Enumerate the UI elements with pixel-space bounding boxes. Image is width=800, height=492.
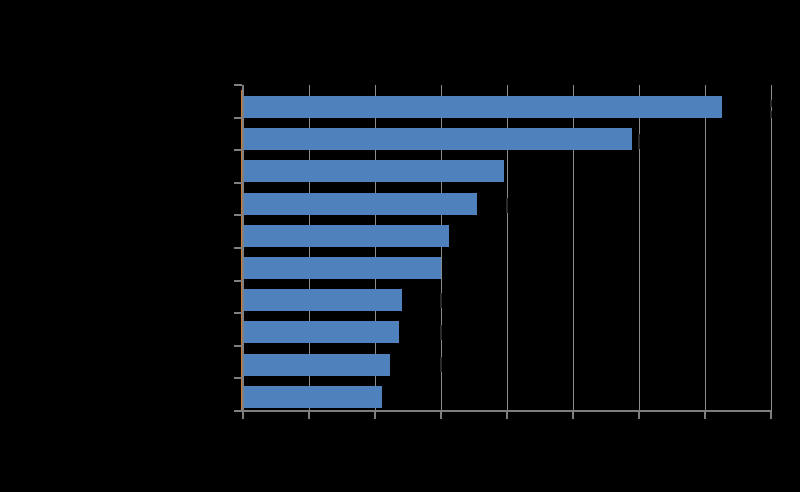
x-axis-tick (308, 411, 311, 419)
bar (243, 385, 382, 408)
y-axis-tick (233, 214, 242, 217)
x-axis-tick (572, 411, 575, 419)
x-axis-tick (704, 411, 707, 419)
bar (243, 257, 441, 279)
x-axis-tick (506, 411, 509, 419)
x-axis-tick (770, 411, 773, 419)
y-axis-tick (233, 247, 242, 249)
gridline (308, 85, 310, 411)
bar (243, 192, 478, 215)
label-artifact (769, 111, 772, 118)
y-axis-tick (233, 149, 242, 152)
y-axis-tick (233, 84, 242, 86)
label-artifact (439, 357, 442, 372)
x-axis-tick (242, 411, 245, 419)
label-artifact (439, 293, 442, 308)
bar (243, 353, 390, 376)
y-axis-line (241, 85, 244, 419)
x-axis-tick (440, 411, 443, 419)
bar (243, 224, 449, 247)
bar (243, 289, 403, 312)
y-axis-tick (233, 312, 242, 315)
bar (243, 128, 633, 151)
gridline (770, 85, 772, 411)
label-artifact (505, 198, 508, 213)
bar (243, 96, 722, 118)
gridline (506, 85, 508, 411)
bar (243, 160, 504, 183)
label-artifact (769, 100, 772, 107)
y-axis-tick (233, 377, 242, 380)
x-axis-tick (374, 411, 377, 419)
label-artifact (637, 134, 640, 149)
x-axis-tick (638, 411, 641, 419)
gridline (638, 85, 640, 411)
y-axis-tick (233, 181, 242, 184)
y-axis-tick (233, 344, 242, 347)
gridline (572, 85, 574, 411)
bar (243, 321, 400, 344)
gridline (704, 85, 706, 411)
gridline (440, 85, 442, 411)
y-axis-tick (233, 116, 242, 119)
label-artifact (439, 325, 442, 340)
y-axis-tick (233, 279, 242, 282)
x-axis-line (233, 410, 771, 412)
gridline (374, 85, 376, 411)
